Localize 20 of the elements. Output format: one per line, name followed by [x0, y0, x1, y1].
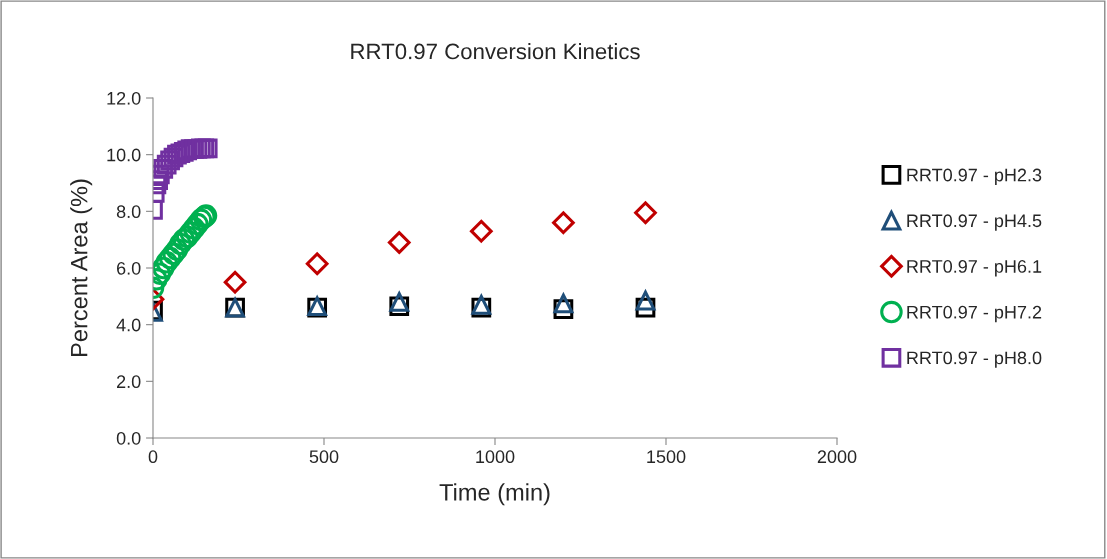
y-tick-label: 10.0: [107, 148, 141, 162]
x-tick-label: 1500: [647, 450, 686, 464]
y-tick-label: 4.0: [116, 318, 141, 332]
x-tick-label: 2000: [817, 450, 857, 464]
y-tick-label: 2.0: [117, 375, 141, 389]
legend-label: RRT0.97 - pH4.5: [907, 214, 1042, 231]
chart-title: RRT0.97 Conversion Kinetics: [351, 43, 640, 60]
x-tick-label: 1000: [476, 450, 515, 464]
legend-label: RRT0.97 - pH8.0: [907, 351, 1042, 368]
y-tick-label: 0.0: [116, 431, 141, 445]
y-tick-label: 6.0: [117, 261, 141, 275]
legend-label: RRT0.97 - pH2.3: [907, 168, 1042, 185]
legend-label: RRT0.97 - pH7.2: [907, 305, 1042, 323]
x-axis-title: Time (min): [439, 483, 550, 506]
y-axis-title: Percent Area (%): [70, 179, 93, 356]
x-tick-label: 0: [148, 450, 158, 464]
y-tick-label: 12.0: [107, 91, 141, 105]
x-tick-label: 500: [309, 450, 339, 464]
y-tick-label: 8.0: [116, 205, 141, 219]
legend-label: RRT0.97 - pH6.1: [907, 260, 1042, 277]
